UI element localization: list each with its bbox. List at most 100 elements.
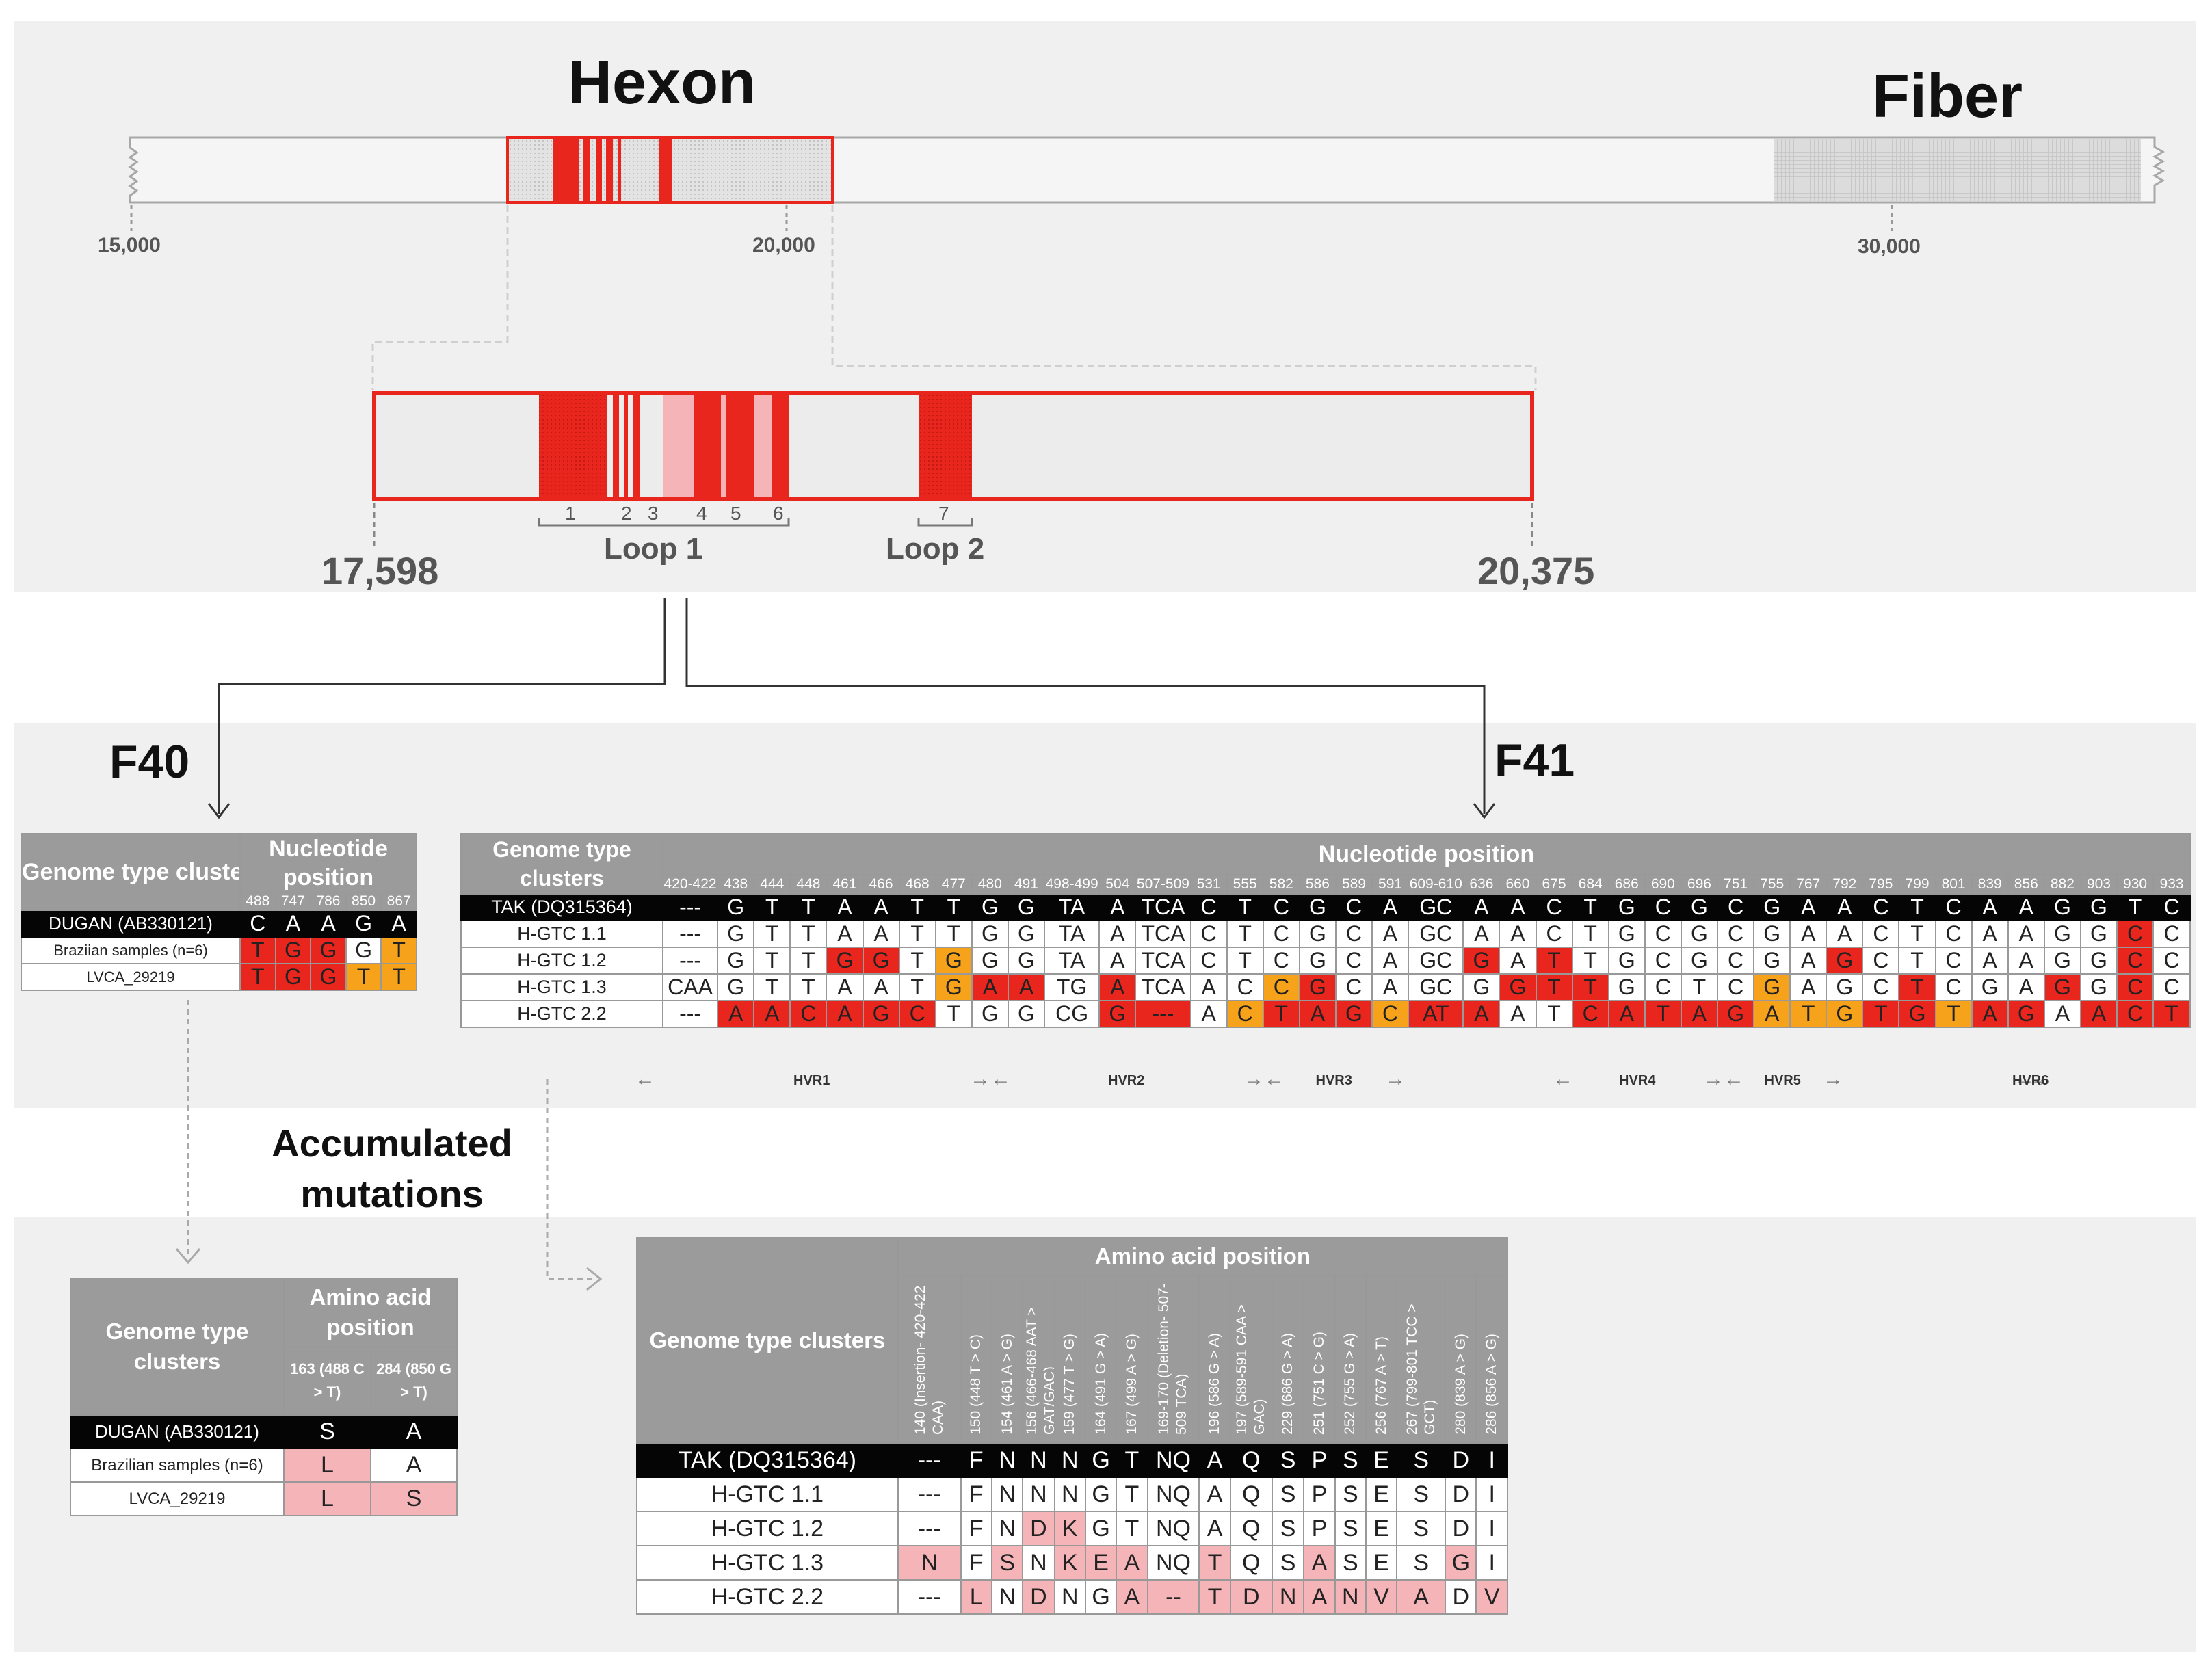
f41-aa-position-label: 150 (448 T > C) xyxy=(968,1334,984,1435)
f40-cell: G xyxy=(310,936,347,964)
f41-cell: C xyxy=(2152,893,2191,921)
zoom-start-label: 17,598 xyxy=(321,549,439,592)
f40-aa-row: DUGAN (AB330121) S A xyxy=(70,1414,458,1449)
f41-cell: C xyxy=(1716,920,1755,948)
f41-cell: G xyxy=(1898,1000,1936,1028)
hvr-label-2: HVR2 xyxy=(1108,1073,1145,1088)
f41-cell: T xyxy=(789,920,828,948)
hvr-right-arrow: → xyxy=(1703,1068,1724,1090)
f40-row-label: DUGAN (AB330121) xyxy=(21,910,241,938)
f41-title: F41 xyxy=(1495,735,1575,786)
f41-position-839: 839 xyxy=(1971,874,2009,895)
f41-cell: C xyxy=(1934,973,1973,1001)
loop-number-5: 5 xyxy=(730,503,741,524)
f41-cell: G xyxy=(1753,947,1791,975)
loop-number-3: 3 xyxy=(648,503,659,524)
f41-cell: G xyxy=(934,973,973,1001)
f41-cell: C xyxy=(1862,973,1900,1001)
f41-aa-cell: E xyxy=(1365,1511,1398,1546)
f41-cell: C xyxy=(1716,947,1755,975)
f40-cell: T xyxy=(239,963,276,991)
f41-cell: C xyxy=(1334,973,1373,1001)
f41-aa-cell: N xyxy=(897,1545,962,1581)
f41-position-751: 751 xyxy=(1716,874,1755,895)
f40-cell: G xyxy=(345,910,382,938)
f41-cell: A xyxy=(1971,1000,2009,1028)
f41-aa-cell: E xyxy=(1365,1442,1398,1478)
f41-cell: G xyxy=(1680,947,1719,975)
f41-position-609-610: 609-610 xyxy=(1408,874,1464,895)
f41-aa-cell: S xyxy=(1334,1511,1367,1546)
f41-position-444: 444 xyxy=(753,874,791,895)
f41-row-label: H-GTC 1.2 xyxy=(460,947,663,975)
f41-cell: C xyxy=(1226,1000,1264,1028)
f40-position-747: 747 xyxy=(274,892,312,911)
f41-row-label: H-GTC 1.3 xyxy=(460,973,663,1001)
f41-aa-position: 196 (586 G > A) xyxy=(1198,1275,1231,1444)
f41-cell: A xyxy=(1462,893,1501,921)
f41-aa-cell: G xyxy=(1084,1442,1118,1478)
f41-cell: G xyxy=(862,947,900,975)
f41-nucleotide-table: Genome type clusters Nucleotide position 4… xyxy=(460,833,2191,1028)
hvr-label-5: HVR5 xyxy=(1764,1073,1801,1088)
f41-position-755: 755 xyxy=(1753,874,1791,895)
f41-cell: G xyxy=(1298,947,1337,975)
f41-aa-position-label: 229 (686 G > A) xyxy=(1280,1333,1296,1435)
f41-cell: G xyxy=(2043,973,2081,1001)
f41-cell: T xyxy=(1571,973,1609,1001)
f41-cell: T xyxy=(753,973,791,1001)
f41-position-930: 930 xyxy=(2116,874,2155,895)
f40-position-488: 488 xyxy=(239,892,276,911)
f41-position-555: 555 xyxy=(1226,874,1264,895)
f41-cell: G xyxy=(1098,1000,1137,1028)
tick-15000: 15,000 xyxy=(98,234,161,256)
f41-position-660: 660 xyxy=(1499,874,1537,895)
f41-cell: C xyxy=(1934,893,1973,921)
hvr-label-1: HVR1 xyxy=(793,1073,830,1088)
f41-cell: G xyxy=(1607,920,1646,948)
f41-cell: A xyxy=(1189,1000,1228,1028)
f40-cell: G xyxy=(274,963,312,991)
f41-cell: G xyxy=(971,947,1009,975)
f41-cell: G xyxy=(1007,893,1046,921)
f41-aa-position: 286 (856 A > G) xyxy=(1475,1275,1508,1444)
f41-position-795: 795 xyxy=(1862,874,1900,895)
f41-aa-cell: Q xyxy=(1229,1477,1273,1512)
f41-cell: C xyxy=(1189,893,1228,921)
hvr-left-arrow: ← xyxy=(1553,1068,1573,1090)
f41-cell: A xyxy=(1499,893,1537,921)
f41-cell: T xyxy=(1535,947,1573,975)
f41-aa-position: 159 (477 T > G) xyxy=(1053,1275,1086,1444)
f41-cell: G xyxy=(1607,947,1646,975)
f41-aa-cell: I xyxy=(1475,1511,1508,1546)
f41-cell: A xyxy=(1971,920,2009,948)
f41-cell: T xyxy=(1226,947,1264,975)
f41-cell: G xyxy=(1753,893,1791,921)
f41-aa-position: 169-170 (Deletion- 507-509 TCA) xyxy=(1146,1275,1200,1444)
f41-aa-cell: T xyxy=(1116,1511,1148,1546)
f41-cell: TA xyxy=(1044,893,1101,921)
f41-position-420-422: 420-422 xyxy=(661,874,719,895)
hvr-label-3: HVR3 xyxy=(1315,1073,1352,1088)
f41-aa-cell: E xyxy=(1084,1545,1118,1581)
f41-cell: G xyxy=(1607,973,1646,1001)
f41-cell: GC xyxy=(1408,920,1464,948)
f40-cell: G xyxy=(345,936,382,964)
f41-aa-position-label: 156 (466-468 AAT > GAT/GAC) xyxy=(1024,1307,1055,1435)
f41-aa-cell: N xyxy=(1053,1579,1086,1615)
f41-aa-cell: F xyxy=(960,1442,992,1478)
f41-cell: TA xyxy=(1044,920,1101,948)
f41-cell: T xyxy=(1226,920,1264,948)
f41-aa-cell: N xyxy=(1053,1442,1086,1478)
f41-aa-cell: G xyxy=(1084,1579,1118,1615)
hvr-label-4: HVR4 xyxy=(1619,1073,1656,1088)
f41-aa-cell: A xyxy=(1198,1511,1231,1546)
f41-aa-position-label: 140 (Insertion- 420-422 CAA) xyxy=(912,1285,946,1435)
f41-cell: --- xyxy=(661,920,719,948)
f41-cell: A xyxy=(1499,920,1537,948)
f41-aa-cell: S xyxy=(1396,1511,1447,1546)
f41-aa-cell: N xyxy=(1334,1579,1367,1615)
f41-cell: C xyxy=(2116,947,2155,975)
f40-cell: A xyxy=(310,910,347,938)
f41-cell: C xyxy=(1571,1000,1609,1028)
